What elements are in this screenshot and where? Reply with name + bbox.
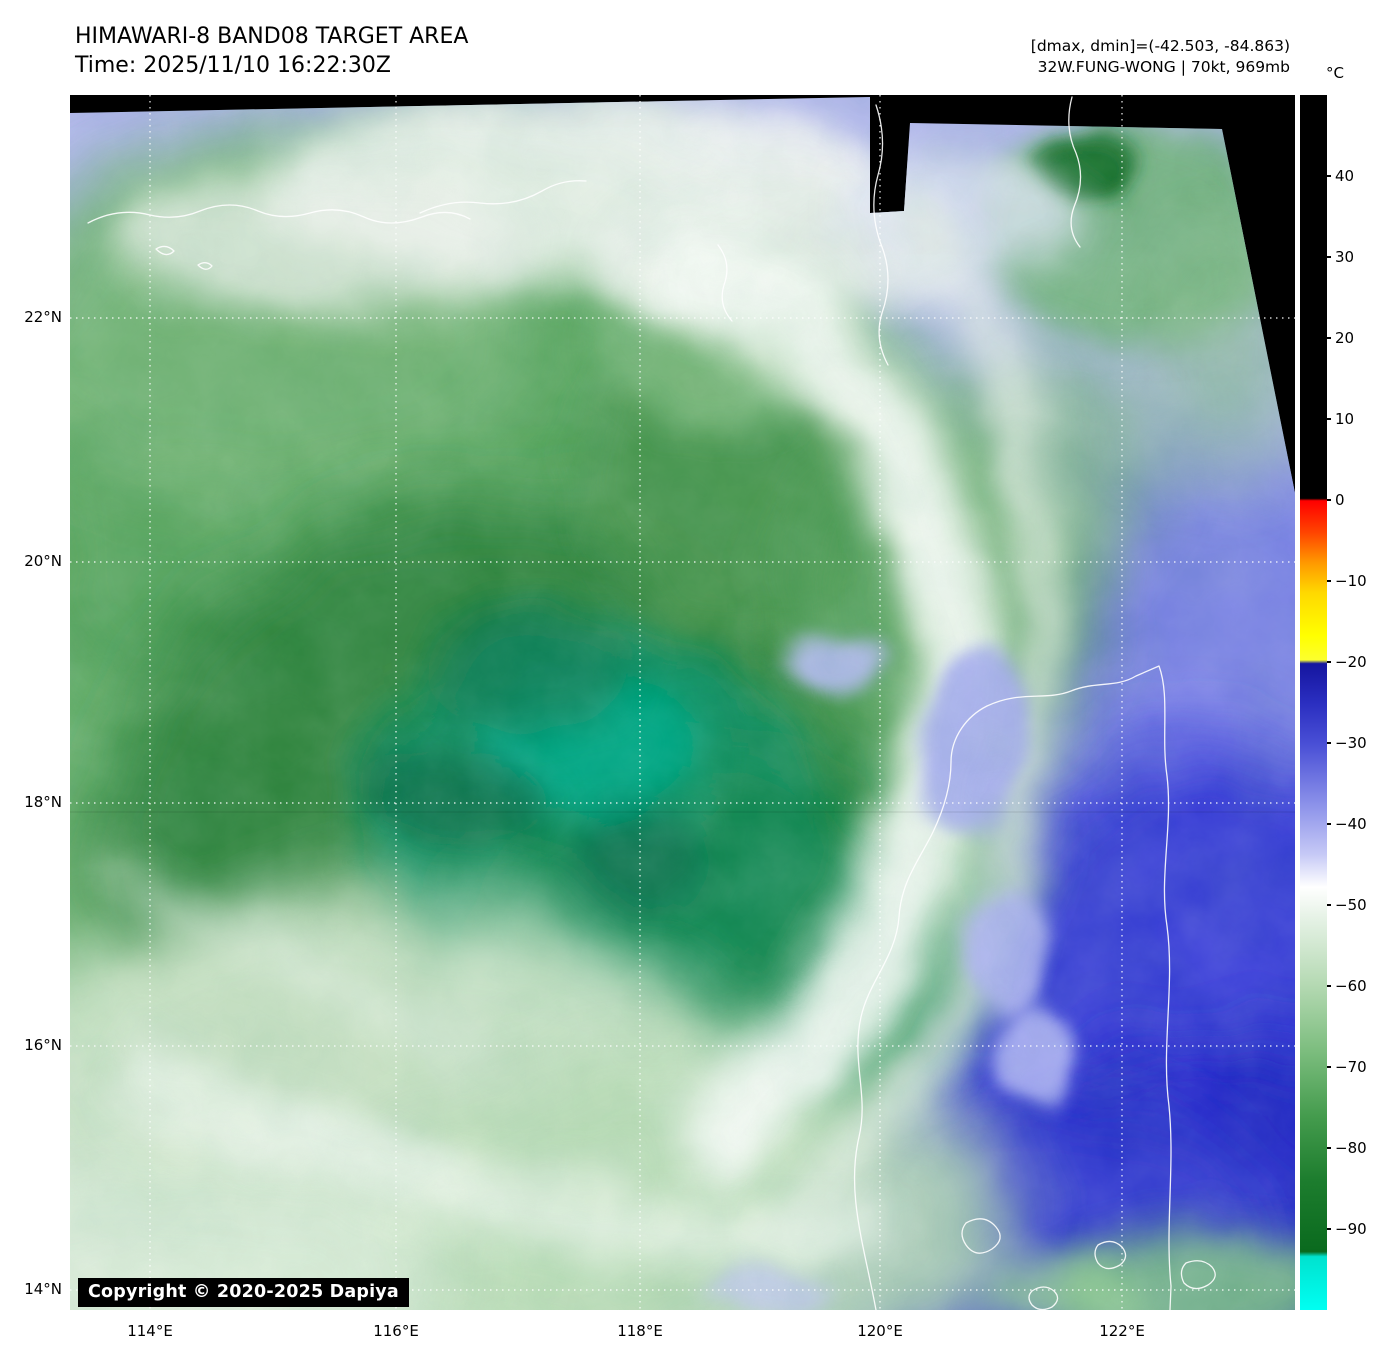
coastline-segment xyxy=(873,104,889,366)
stats-dmax-dmin: [dmax, dmin]=(-42.503, -84.863) xyxy=(1030,37,1290,55)
colorbar-tick-label: −80 xyxy=(1335,1139,1367,1157)
island-outline xyxy=(961,1218,1001,1254)
longitude-label: 114°E xyxy=(127,1322,173,1340)
colorbar-tick-label: 0 xyxy=(1335,491,1345,509)
latitude-label: 14°N xyxy=(24,1280,62,1298)
colorbar-tick-label: −90 xyxy=(1335,1220,1367,1238)
latitude-label: 16°N xyxy=(24,1036,62,1054)
latitude-label: 18°N xyxy=(24,793,62,811)
colorbar-tick-label: −30 xyxy=(1335,734,1367,752)
colorbar-tick-mark xyxy=(1327,1228,1331,1230)
colorbar-tick-mark xyxy=(1327,256,1331,258)
colorbar-tick-mark xyxy=(1327,985,1331,987)
satellite-map: Copyright © 2020-2025 Dapiya xyxy=(70,95,1295,1310)
colorbar-tick-label: 10 xyxy=(1335,410,1355,428)
coastline-segment xyxy=(717,244,733,322)
longitude-label: 122°E xyxy=(1099,1322,1145,1340)
colorbar-tick-label: −50 xyxy=(1335,896,1367,914)
island-outline xyxy=(1094,1240,1127,1270)
colorbar-tick-label: 40 xyxy=(1335,167,1355,185)
coastlines-layer xyxy=(87,96,1216,1310)
colorbar-tick-mark xyxy=(1327,904,1331,906)
title-block: HIMAWARI-8 BAND08 TARGET AREA Time: 2025… xyxy=(75,22,468,80)
colorbar-tick-mark xyxy=(1327,418,1331,420)
china-coastline xyxy=(419,180,587,214)
china-coastline xyxy=(87,204,471,224)
colorbar-tick-label: −40 xyxy=(1335,815,1367,833)
latitude-label: 20°N xyxy=(24,552,62,570)
colorbar-tick-label: −10 xyxy=(1335,572,1367,590)
island-outline xyxy=(1028,1286,1059,1310)
colorbar-tick-mark xyxy=(1327,823,1331,825)
copyright-badge: Copyright © 2020-2025 Dapiya xyxy=(78,1278,409,1307)
satellite-image xyxy=(70,95,1295,1310)
colorbar-unit-label: °C xyxy=(1326,64,1344,82)
colorbar-tick-label: −70 xyxy=(1335,1058,1367,1076)
longitude-label: 120°E xyxy=(857,1322,903,1340)
colorbar-tick-mark xyxy=(1327,1147,1331,1149)
figure-time: Time: 2025/11/10 16:22:30Z xyxy=(75,53,391,78)
island-outline xyxy=(155,245,175,256)
colorbar-tick-mark xyxy=(1327,742,1331,744)
colorbar-tick-mark xyxy=(1327,499,1331,501)
colorbar-tick-mark xyxy=(1327,661,1331,663)
coastline-segment xyxy=(1068,96,1082,248)
luzon-coastline xyxy=(853,665,1172,1310)
longitude-label: 116°E xyxy=(373,1322,419,1340)
figure-title: HIMAWARI-8 BAND08 TARGET AREA xyxy=(75,24,469,49)
colorbar xyxy=(1300,95,1327,1310)
colorbar-tick-mark xyxy=(1327,1066,1331,1068)
colorbar-tick-mark xyxy=(1327,337,1331,339)
storm-info: 32W.FUNG-WONG | 70kt, 969mb xyxy=(1037,58,1290,76)
colorbar-tick-mark xyxy=(1327,580,1331,582)
colorbar-tick-label: 30 xyxy=(1335,248,1355,266)
island-outline xyxy=(197,262,213,270)
colorbar-tick-label: −20 xyxy=(1335,653,1367,671)
island-outline xyxy=(1180,1260,1216,1290)
colorbar-tick-label: −60 xyxy=(1335,977,1367,995)
colorbar-tick-label: 20 xyxy=(1335,329,1355,347)
longitude-label: 118°E xyxy=(617,1322,663,1340)
stats-block: [dmax, dmin]=(-42.503, -84.863) 32W.FUNG… xyxy=(1031,36,1290,78)
imagery-layer xyxy=(70,97,1295,1310)
colorbar-tick-mark xyxy=(1327,175,1331,177)
latitude-label: 22°N xyxy=(24,308,62,326)
